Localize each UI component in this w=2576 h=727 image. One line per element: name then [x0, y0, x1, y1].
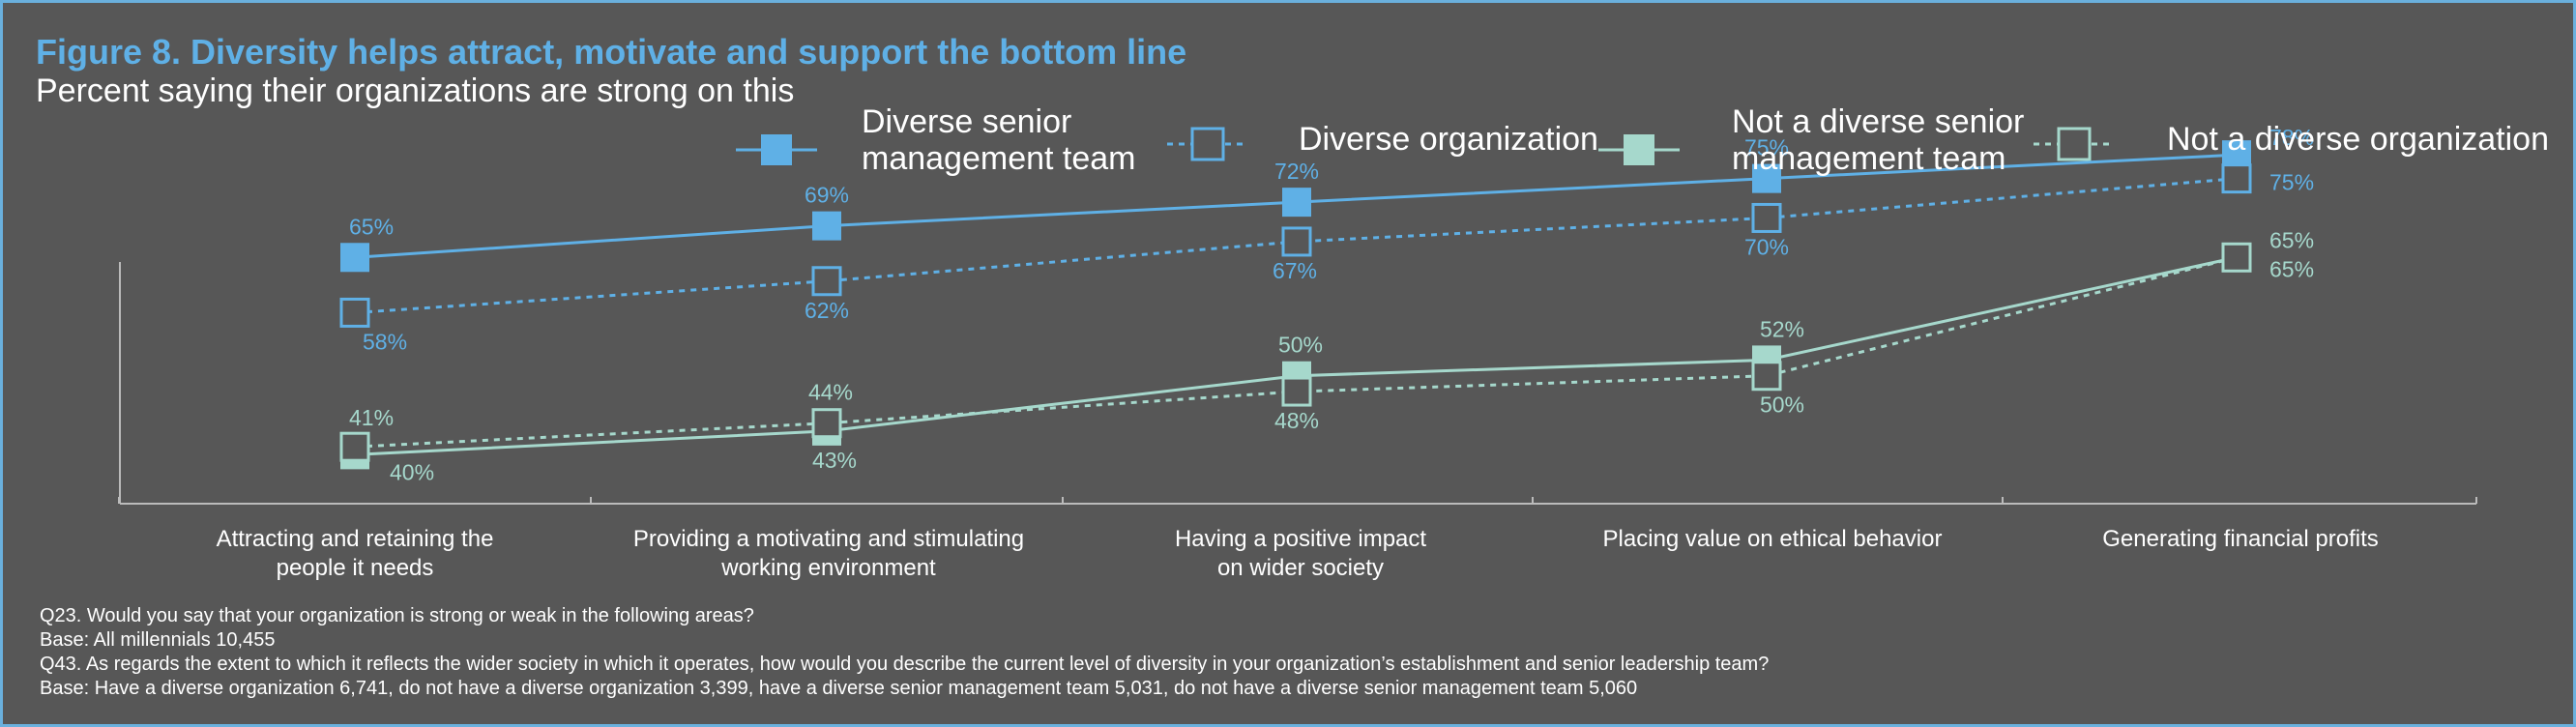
series-3-data-label-0: 41% [349, 405, 394, 430]
series-3-data-label-4: 65% [2269, 227, 2314, 252]
series-0-data-label-4: 78% [2269, 125, 2314, 150]
series-0-data-label-3: 75% [1744, 135, 1789, 160]
series-2-data-label-0: 40% [390, 459, 434, 484]
series-1-marker-2 [1281, 226, 1312, 257]
series-2-data-label-2: 50% [1278, 333, 1323, 358]
series-1: 58% 62% 67% 70% 75% [339, 163, 2314, 354]
series-1-data-label-1: 62% [805, 298, 849, 323]
series-0-data-label-1: 69% [805, 183, 849, 208]
series-2: 40% 43% 50% 52% 65% [340, 243, 2314, 484]
footnotes: Q23. Would you say that your organizatio… [40, 604, 2544, 701]
axes [118, 262, 2477, 505]
series-group: 65%69%72%75% 78%58%62%67%70%75%40% 43%50%5… [339, 125, 2314, 484]
series-0-marker-2 [1282, 188, 1311, 218]
series-0-marker-1 [812, 211, 841, 241]
legend [736, 127, 2115, 165]
x-tick-label-attracting: Attracting and retaining the people it n… [216, 526, 494, 581]
footnote-q43: Q43. As regards the extent to which it r… [40, 654, 1770, 675]
series-0-marker-3 [1752, 163, 1781, 193]
series-2-data-label-4: 65% [2269, 256, 2314, 281]
series-3-data-label-2: 48% [1274, 408, 1319, 433]
series-1-data-label-3: 70% [1744, 234, 1789, 259]
footnote-q23: Q23. Would you say that your organizatio… [40, 605, 754, 626]
series-2-data-label-1: 43% [812, 448, 857, 473]
series-1-marker-3 [1751, 202, 1782, 233]
x-tick-label-financial-profits: Generating financial profits [2102, 526, 2379, 552]
series-3: 41% 44% 48% 50% 65% [339, 227, 2314, 462]
footnote-base-diversity: Base: Have a diverse organization 6,741,… [40, 678, 1638, 699]
series-0-data-label-0: 65% [349, 214, 394, 239]
series-3-marker-0 [339, 431, 370, 462]
series-0-data-label-2: 72% [1274, 159, 1319, 184]
legend-key-marker-3 [2057, 127, 2092, 161]
legend-key-marker-2 [1624, 134, 1654, 165]
series-1-data-label-2: 67% [1273, 258, 1317, 283]
line-chart: 65%69%72%75% 78%58%62%67%70%75%40% 43%50%5… [118, 125, 2477, 505]
series-1-data-label-0: 58% [363, 329, 407, 354]
series-3-marker-3 [1751, 361, 1782, 392]
x-tick-label-positive-impact: Having a positive impact on wider societ… [1174, 526, 1427, 581]
series-3-marker-2 [1281, 376, 1312, 407]
figure-subtitle: Percent saying their organizations are s… [36, 73, 795, 109]
legend-key-marker-1 [1190, 127, 1225, 161]
series-1-marker-4 [2221, 163, 2252, 194]
legend-label-diverse-senior-management: Diverse senior management team [862, 103, 1136, 177]
legend-label-not-diverse-organization: Not a diverse organization [2167, 121, 2550, 158]
legend-key-marker-0 [761, 134, 792, 165]
figure-title: Figure 8. Diversity helps attract, motiv… [36, 32, 1187, 72]
series-1-marker-1 [811, 266, 842, 297]
series-3-data-label-3: 50% [1760, 393, 1804, 418]
x-tick-label-ethical-behavior: Placing value on ethical behavior [1602, 526, 1943, 552]
series-3-marker-4 [2221, 242, 2252, 273]
legend-label-not-diverse-senior-management: Not a diverse senior management team [1732, 103, 2025, 177]
series-0-marker-0 [340, 243, 369, 273]
series-3-data-label-1: 44% [808, 380, 853, 405]
legend-label-diverse-organization: Diverse organization [1299, 121, 1598, 158]
series-1-data-label-4: 75% [2269, 170, 2314, 195]
footnote-base-all: Base: All millennials 10,455 [40, 629, 276, 651]
series-3-marker-1 [811, 408, 842, 439]
x-tick-label-motivating: Providing a motivating and stimulating w… [632, 526, 1025, 581]
series-1-marker-0 [339, 297, 370, 328]
series-2-data-label-3: 52% [1760, 316, 1804, 341]
